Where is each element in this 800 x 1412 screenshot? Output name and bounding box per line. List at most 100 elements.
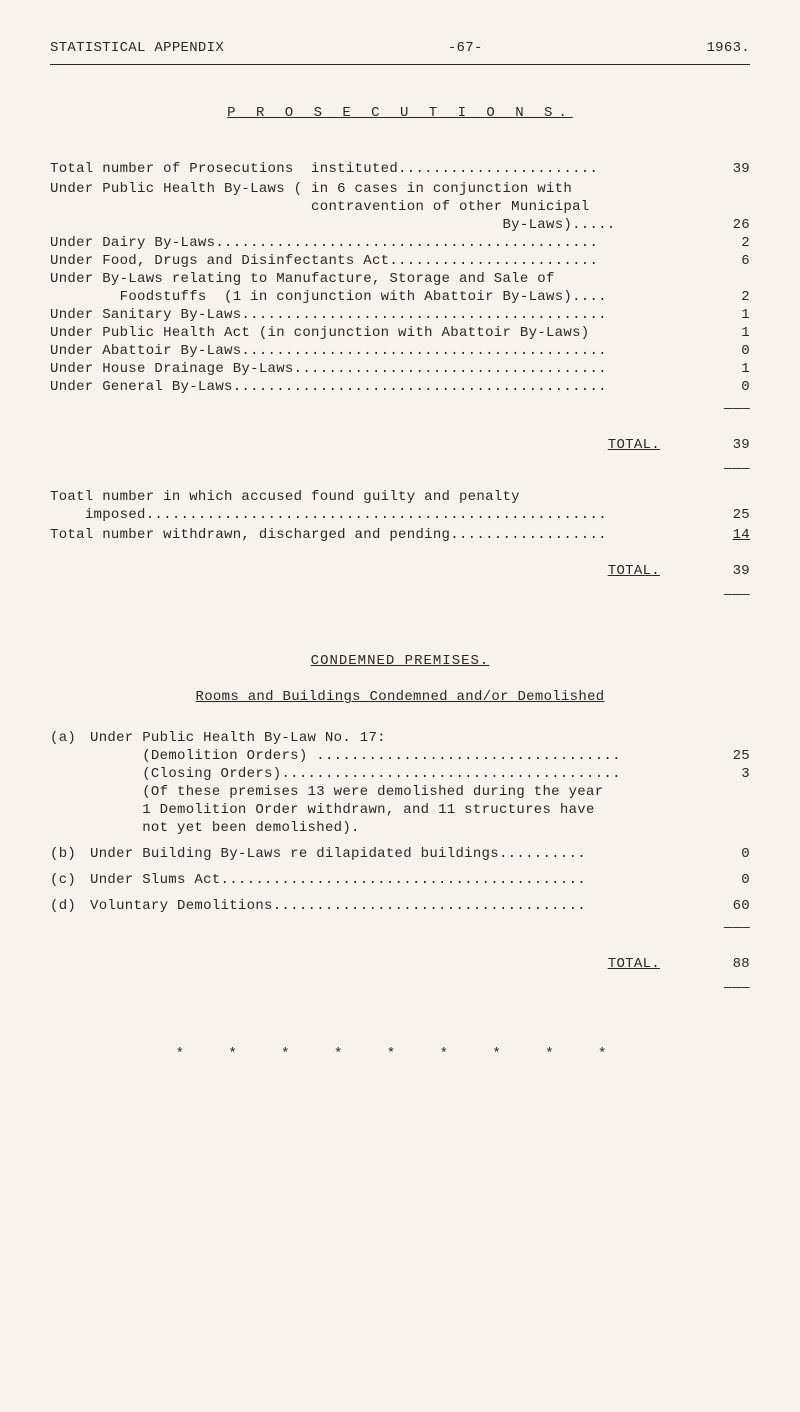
row-text: Total number withdrawn, discharged and p… bbox=[50, 527, 700, 543]
row-value: 6 bbox=[700, 253, 750, 269]
total-value: 88 bbox=[700, 956, 750, 972]
row-value: 1 bbox=[700, 307, 750, 323]
row-text: Under Sanitary By-Laws..................… bbox=[50, 307, 700, 323]
dash-line: ——— bbox=[50, 461, 750, 477]
item-label: (b) bbox=[50, 846, 90, 862]
row-text: Toatl number in which accused found guil… bbox=[50, 489, 700, 505]
row-text: Foodstuffs (1 in conjunction with Abatto… bbox=[50, 289, 700, 305]
total-value: 39 bbox=[700, 437, 750, 453]
gap bbox=[50, 890, 750, 898]
row-text: Under Dairy By-Laws.....................… bbox=[50, 235, 700, 251]
row-value: 26 bbox=[700, 217, 750, 233]
row-value: 0 bbox=[700, 343, 750, 359]
gap bbox=[50, 838, 750, 846]
item-row: 1 Demolition Order withdrawn, and 11 str… bbox=[50, 802, 750, 818]
row-value: 2 bbox=[700, 235, 750, 251]
divider-line bbox=[50, 64, 750, 65]
section-condemned: (a)Under Public Health By-Law No. 17: (D… bbox=[50, 730, 750, 914]
item-label: (a) bbox=[50, 730, 90, 746]
data-row: imposed.................................… bbox=[50, 507, 750, 523]
header-center: -67- bbox=[448, 40, 483, 56]
item-text: (Of these premises 13 were demolished du… bbox=[90, 784, 700, 800]
item-label: (d) bbox=[50, 898, 90, 914]
header-right: 1963. bbox=[706, 40, 750, 56]
row-value: 0 bbox=[700, 379, 750, 395]
data-row: Under Abattoir By-Laws..................… bbox=[50, 343, 750, 359]
item-text: (Closing Orders)........................… bbox=[90, 766, 700, 782]
header-left: STATISTICAL APPENDIX bbox=[50, 40, 224, 56]
asterisk-divider: * * * * * * * * * bbox=[50, 1046, 750, 1062]
item-text: (Demolition Orders) ....................… bbox=[90, 748, 700, 764]
total-label: TOTAL. bbox=[50, 563, 700, 579]
item-text: not yet been demolished). bbox=[90, 820, 700, 836]
item-value: 0 bbox=[700, 846, 750, 862]
header-row: STATISTICAL APPENDIX -67- 1963. bbox=[50, 40, 750, 56]
item-row: (Closing Orders)........................… bbox=[50, 766, 750, 782]
item-row: not yet been demolished). bbox=[50, 820, 750, 836]
data-row: Under Public Health By-Laws ( in 6 cases… bbox=[50, 181, 750, 197]
gap bbox=[50, 864, 750, 872]
data-row: Under Dairy By-Laws.....................… bbox=[50, 235, 750, 251]
data-row: Toatl number in which accused found guil… bbox=[50, 489, 750, 505]
data-row: Foodstuffs (1 in conjunction with Abatto… bbox=[50, 289, 750, 305]
row-text: Under House Drainage By-Laws............… bbox=[50, 361, 700, 377]
section-penalty: Toatl number in which accused found guil… bbox=[50, 489, 750, 543]
item-row: (d)Voluntary Demolitions................… bbox=[50, 898, 750, 914]
section-prosecutions: Total number of Prosecutions instituted.… bbox=[50, 161, 750, 395]
data-row: contravention of other Municipal bbox=[50, 199, 750, 215]
row-text: Under General By-Laws...................… bbox=[50, 379, 700, 395]
total-row-1: TOTAL. 39 bbox=[50, 437, 750, 453]
item-text: 1 Demolition Order withdrawn, and 11 str… bbox=[90, 802, 700, 818]
row-value: 2 bbox=[700, 289, 750, 305]
dash-line: ——— bbox=[50, 401, 750, 417]
page-title: P R O S E C U T I O N S. bbox=[50, 105, 750, 121]
row-text: Under Food, Drugs and Disinfectants Act.… bbox=[50, 253, 700, 269]
data-row: Under General By-Laws...................… bbox=[50, 379, 750, 395]
data-row: Total number of Prosecutions instituted.… bbox=[50, 161, 750, 177]
item-value: 3 bbox=[700, 766, 750, 782]
item-row: (Of these premises 13 were demolished du… bbox=[50, 784, 750, 800]
row-text: contravention of other Municipal bbox=[50, 199, 700, 215]
item-row: (a)Under Public Health By-Law No. 17: bbox=[50, 730, 750, 746]
row-text: Total number of Prosecutions instituted.… bbox=[50, 161, 700, 177]
item-text: Under Slums Act.........................… bbox=[90, 872, 700, 888]
total-label: TOTAL. bbox=[50, 956, 700, 972]
row-value: 1 bbox=[700, 325, 750, 341]
item-value: 25 bbox=[700, 748, 750, 764]
dash-line: ——— bbox=[50, 920, 750, 936]
data-row: Under By-Laws relating to Manufacture, S… bbox=[50, 271, 750, 287]
subheading-condemned: CONDEMNED PREMISES. bbox=[50, 653, 750, 669]
item-row: (c)Under Slums Act......................… bbox=[50, 872, 750, 888]
data-row: Under Food, Drugs and Disinfectants Act.… bbox=[50, 253, 750, 269]
data-row: Under Sanitary By-Laws..................… bbox=[50, 307, 750, 323]
item-row: (b)Under Building By-Laws re dilapidated… bbox=[50, 846, 750, 862]
row-value: 1 bbox=[700, 361, 750, 377]
row-text: Under Public Health Act (in conjunction … bbox=[50, 325, 700, 341]
item-text: Under Public Health By-Law No. 17: bbox=[90, 730, 700, 746]
item-row: (Demolition Orders) ....................… bbox=[50, 748, 750, 764]
item-value: 0 bbox=[700, 872, 750, 888]
item-label: (c) bbox=[50, 872, 90, 888]
row-text: Under By-Laws relating to Manufacture, S… bbox=[50, 271, 700, 287]
row-text: Under Public Health By-Laws ( in 6 cases… bbox=[50, 181, 700, 197]
row-text: imposed.................................… bbox=[50, 507, 700, 523]
data-row: Total number withdrawn, discharged and p… bbox=[50, 527, 750, 543]
item-value: 60 bbox=[700, 898, 750, 914]
total-label: TOTAL. bbox=[50, 437, 700, 453]
subheading-rooms: Rooms and Buildings Condemned and/or Dem… bbox=[50, 689, 750, 705]
item-text: Under Building By-Laws re dilapidated bu… bbox=[90, 846, 700, 862]
row-text: By-Laws)..... bbox=[50, 217, 700, 233]
total-row-3: TOTAL. 88 bbox=[50, 956, 750, 972]
dash-line: ——— bbox=[50, 980, 750, 996]
item-text: Voluntary Demolitions...................… bbox=[90, 898, 700, 914]
data-row: Under Public Health Act (in conjunction … bbox=[50, 325, 750, 341]
row-value: 25 bbox=[700, 507, 750, 523]
data-row: Under House Drainage By-Laws............… bbox=[50, 361, 750, 377]
data-row: By-Laws).....26 bbox=[50, 217, 750, 233]
total-value: 39 bbox=[700, 563, 750, 579]
row-value: 14 bbox=[700, 527, 750, 543]
row-text: Under Abattoir By-Laws..................… bbox=[50, 343, 700, 359]
dash-line: ——— bbox=[50, 587, 750, 603]
total-row-2: TOTAL. 39 bbox=[50, 563, 750, 579]
row-value: 39 bbox=[700, 161, 750, 177]
